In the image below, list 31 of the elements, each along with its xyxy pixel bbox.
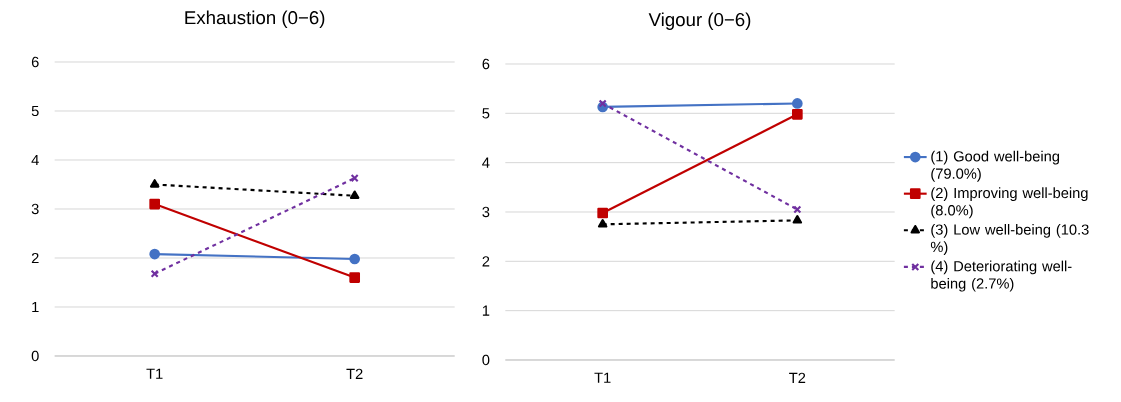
y-tick-label: 5 [31, 105, 39, 117]
y-tick-label: 2 [482, 256, 490, 267]
y-tick-label: 0 [31, 350, 39, 362]
y-tick-label: 4 [482, 157, 490, 168]
y-tick-label: 1 [32, 301, 39, 313]
x-tick-label: T2 [789, 372, 806, 383]
legend-label: (3) Low well-being (10.3 %) [930, 223, 1089, 255]
point [349, 272, 361, 283]
y-tick-label: 5 [482, 108, 490, 119]
point [149, 248, 161, 260]
point [349, 253, 361, 265]
x-tick-label: T1 [146, 368, 163, 379]
y-tick-label: 2 [31, 252, 39, 264]
legend-label: (2) Improving well-being (8.0%) [931, 187, 1088, 219]
x-tick-label: T1 [594, 372, 611, 383]
point [149, 198, 161, 210]
chart-title: Vigour (0−6) [648, 12, 751, 30]
legend-label: (1) Good well-being (79.0%) [931, 150, 1060, 182]
legend-label: (4) Deteriorating well-being (2.7%) [931, 260, 1072, 292]
y-tick-label: 1 [482, 305, 490, 316]
point [792, 108, 803, 120]
y-tick-label: 3 [31, 203, 39, 215]
y-tick-label: 6 [31, 56, 39, 68]
y-tick-label: 3 [482, 206, 490, 218]
point [597, 207, 609, 219]
y-tick-label: 6 [482, 58, 490, 70]
chart-title: Exhaustion (0−6) [185, 10, 325, 28]
x-tick-label: T2 [346, 368, 363, 379]
y-tick-label: 0 [482, 354, 490, 366]
point [792, 98, 803, 109]
y-tick-label: 4 [31, 154, 39, 166]
